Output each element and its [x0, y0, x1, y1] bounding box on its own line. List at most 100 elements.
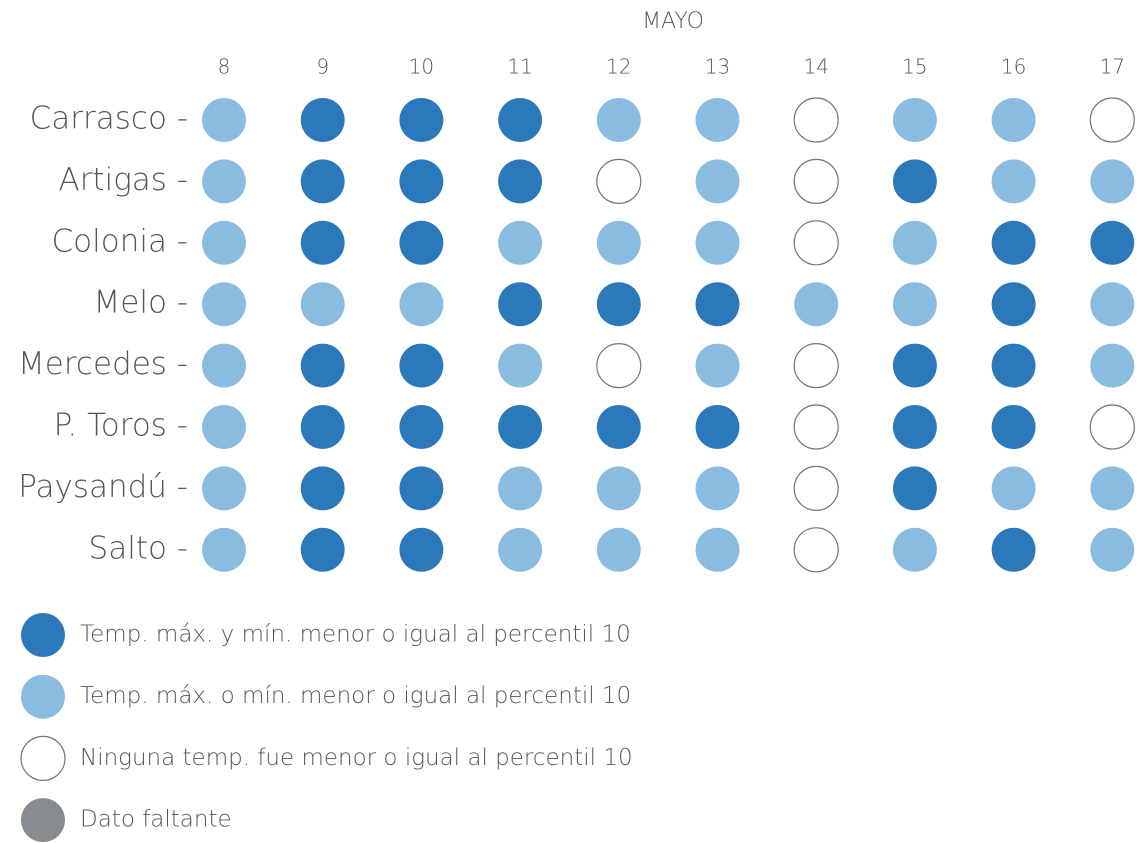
dot — [695, 220, 740, 265]
dot — [300, 527, 345, 572]
dot — [202, 343, 246, 388]
dot — [498, 466, 543, 511]
dot — [991, 343, 1036, 388]
dot — [498, 343, 543, 388]
dot — [399, 405, 444, 449]
dot — [793, 527, 839, 573]
dot — [300, 98, 345, 142]
dot — [596, 220, 641, 265]
dot — [695, 98, 740, 142]
legend-swatch — [20, 735, 66, 782]
row-label: Carrasco - — [30, 101, 188, 137]
dot — [1089, 97, 1135, 143]
dot — [399, 220, 444, 265]
dot — [596, 98, 641, 142]
legend-swatch — [21, 674, 65, 719]
column-label: 13 — [705, 55, 730, 79]
dot — [793, 465, 839, 511]
dot — [892, 98, 937, 142]
column-label: 12 — [606, 55, 631, 79]
dot — [300, 343, 345, 388]
dot — [793, 343, 839, 389]
chart-title: MAYO — [642, 9, 704, 34]
dot — [892, 159, 937, 204]
dot — [202, 466, 246, 511]
dot — [892, 343, 937, 388]
dot — [991, 466, 1036, 511]
dot — [991, 98, 1036, 142]
legend-label: Dato faltante — [80, 807, 232, 833]
column-label: 15 — [902, 55, 927, 79]
column-label: 9 — [316, 55, 329, 79]
dot — [1089, 404, 1135, 450]
legend-swatch — [21, 613, 65, 657]
dot — [1090, 466, 1135, 511]
dot — [695, 527, 740, 572]
column-label: 10 — [409, 55, 434, 79]
column-label: 8 — [218, 55, 231, 79]
dot — [991, 282, 1036, 327]
dot — [399, 282, 444, 327]
dot — [695, 466, 740, 511]
dot — [399, 466, 444, 511]
dot — [399, 527, 444, 572]
dot — [596, 466, 641, 511]
dot — [991, 159, 1036, 204]
dot — [399, 159, 444, 204]
dot — [695, 343, 740, 388]
dot — [1090, 159, 1135, 204]
column-label: 16 — [1001, 55, 1026, 79]
legend-swatch — [21, 798, 65, 843]
legend-label: Temp. máx. y mín. menor o igual al perce… — [80, 622, 631, 648]
dot — [300, 405, 345, 449]
column-label: 17 — [1100, 55, 1125, 79]
dot — [596, 405, 641, 449]
dot — [498, 282, 543, 327]
dot — [793, 158, 839, 204]
dot — [202, 220, 246, 265]
dot — [300, 466, 345, 511]
column-label: 11 — [507, 55, 532, 79]
column-label: 14 — [803, 55, 828, 79]
dot — [991, 220, 1036, 265]
row-label: Melo - — [94, 285, 188, 321]
dot — [300, 159, 345, 204]
dot — [892, 282, 937, 327]
row-label: Salto - — [89, 530, 188, 566]
dot — [202, 282, 246, 327]
dot — [596, 282, 641, 327]
dot — [596, 343, 642, 389]
dot — [1090, 282, 1135, 327]
dot — [202, 98, 246, 142]
row-label: Colonia - — [52, 223, 189, 259]
dot — [1090, 527, 1135, 572]
dot — [794, 282, 839, 327]
dot — [202, 527, 246, 572]
dot — [202, 159, 246, 204]
dot — [399, 98, 444, 142]
row-label: P. Toros - — [54, 408, 188, 444]
dot — [498, 220, 543, 265]
dot — [498, 527, 543, 572]
row-label: Paysandú - — [18, 469, 188, 505]
dot — [892, 405, 937, 449]
row-label: Artigas - — [58, 162, 188, 198]
legend-label: Ninguna temp. fue menor o igual al perce… — [80, 745, 633, 771]
dot — [695, 282, 740, 327]
dot — [991, 405, 1036, 449]
dot — [1090, 220, 1135, 265]
dot — [695, 405, 740, 449]
dot — [498, 98, 543, 142]
dot — [202, 405, 246, 449]
legend-label: Temp. máx. o mín. menor o igual al perce… — [80, 683, 631, 709]
dot — [300, 220, 345, 265]
dot — [596, 158, 642, 204]
dot — [300, 282, 345, 327]
dot — [793, 404, 839, 450]
dot — [399, 343, 444, 388]
dot — [498, 405, 543, 449]
dot — [1090, 343, 1135, 388]
dot — [793, 97, 839, 143]
dot — [596, 527, 641, 572]
